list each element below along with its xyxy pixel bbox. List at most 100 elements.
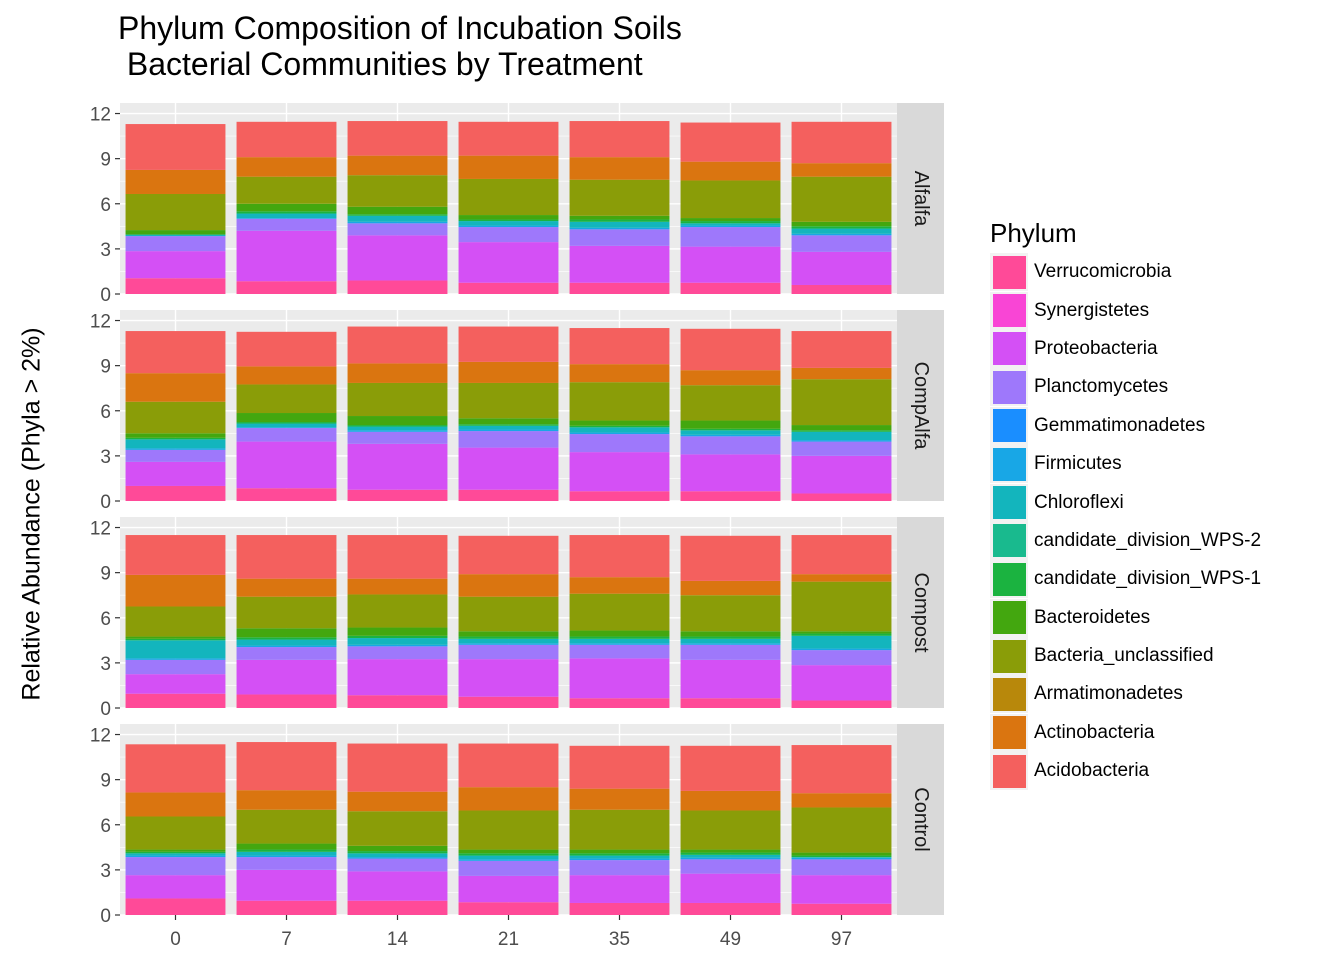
bar-segment xyxy=(125,461,226,486)
bar-segment xyxy=(791,221,892,227)
legend-label: Verrucomicrobia xyxy=(1034,261,1172,283)
legend-item: candidate_division_WPS-1 xyxy=(990,560,1261,599)
bar-segment xyxy=(236,428,337,442)
bar-segment xyxy=(347,594,448,628)
bar-segment xyxy=(125,792,226,817)
bar-segment xyxy=(236,596,337,629)
y-tick-label: 12 xyxy=(90,726,111,747)
bar-segment xyxy=(236,488,337,501)
bar-segment xyxy=(791,228,892,234)
bar-segment xyxy=(569,420,670,426)
y-tick-label: 0 xyxy=(100,906,111,927)
bar-segment xyxy=(347,858,448,872)
y-tick-label: 9 xyxy=(100,150,111,171)
bar-segment xyxy=(347,426,448,431)
bar-segment xyxy=(680,698,781,708)
bar-segment xyxy=(236,441,337,489)
legend-swatch-box xyxy=(990,329,1028,368)
bar-segment xyxy=(791,574,892,582)
bar-segment xyxy=(236,659,337,695)
legend-swatch-box xyxy=(990,445,1028,484)
legend-swatch xyxy=(992,639,1026,673)
bar-segment xyxy=(680,180,781,219)
bar-segment xyxy=(458,902,559,915)
bar-segment xyxy=(236,869,337,901)
bar-segment xyxy=(125,744,226,793)
bar-segment xyxy=(680,849,781,853)
facet-label: Alfalfa xyxy=(910,171,932,227)
legend-label: Planctomycetes xyxy=(1034,376,1169,398)
bar-segment xyxy=(458,425,559,430)
bar-segment xyxy=(125,658,226,660)
legend-swatch-box xyxy=(990,560,1028,599)
bar-segment xyxy=(791,284,892,294)
facet-label: CompAlfa xyxy=(910,362,932,451)
bar-segment xyxy=(791,857,892,858)
bar-segment xyxy=(569,809,670,850)
bar-segment xyxy=(458,636,559,639)
bar-segment xyxy=(236,218,337,219)
bar-segment xyxy=(347,382,448,417)
bar-segment xyxy=(236,218,337,231)
y-tick-label: 6 xyxy=(100,402,111,423)
bar-segment xyxy=(236,384,337,414)
bar-segment xyxy=(347,431,448,444)
bar-segment xyxy=(125,693,226,708)
bar-segment xyxy=(680,643,781,645)
bar-segment xyxy=(569,221,670,228)
bar-segment xyxy=(236,639,337,646)
bar-segment xyxy=(125,448,226,450)
legend-swatch xyxy=(992,754,1026,788)
bar-segment xyxy=(458,643,559,645)
bar-segment xyxy=(791,331,892,368)
bar-segment xyxy=(569,245,670,283)
bar-segment xyxy=(125,816,226,850)
bar-segment xyxy=(125,169,226,194)
x-tick-label: 21 xyxy=(498,929,519,950)
bar-segment xyxy=(125,433,226,438)
bar-segment xyxy=(680,859,781,874)
bar-segment xyxy=(347,845,448,852)
bar-segment xyxy=(458,638,559,644)
bar-segment xyxy=(347,443,448,490)
bar-segment xyxy=(791,700,892,708)
bar-segment xyxy=(125,898,226,915)
bar-segment xyxy=(125,439,226,449)
bar-segment xyxy=(125,674,226,694)
bar-segment xyxy=(347,121,448,156)
bar-segment xyxy=(125,855,226,858)
bar-segment xyxy=(347,791,448,812)
bar-segment xyxy=(791,163,892,177)
bar-segment xyxy=(791,431,892,441)
bar-segment xyxy=(680,223,781,226)
bar-segment xyxy=(347,425,448,427)
bar-segment xyxy=(458,810,559,850)
legend-label: Synergistetes xyxy=(1034,299,1150,321)
bar-segment xyxy=(347,853,448,858)
bar-segment xyxy=(125,234,226,237)
bar-segment xyxy=(680,420,781,429)
bar-segment xyxy=(791,379,892,426)
bar-segment xyxy=(125,574,226,607)
bar-segment xyxy=(569,644,670,659)
bar-segment xyxy=(680,631,781,637)
legend-swatch-box xyxy=(990,752,1028,791)
bar-segment xyxy=(458,361,559,383)
bar-segment xyxy=(569,658,670,699)
bar-segment xyxy=(236,742,337,791)
legend-label: Gemmatimonadetes xyxy=(1034,414,1206,436)
bar-segment xyxy=(347,280,448,294)
bar-segment xyxy=(236,900,337,915)
bar-segment xyxy=(125,659,226,675)
y-tick-label: 12 xyxy=(90,519,111,540)
legend-swatch xyxy=(992,486,1026,520)
bar-segment xyxy=(236,855,337,858)
bar-segment xyxy=(680,854,781,858)
bar-segment xyxy=(347,638,448,645)
bar-segment xyxy=(236,637,337,640)
bar-segment xyxy=(125,857,226,876)
bar-segment xyxy=(458,849,559,854)
facet-strip xyxy=(897,310,944,501)
bar-segment xyxy=(125,606,226,637)
